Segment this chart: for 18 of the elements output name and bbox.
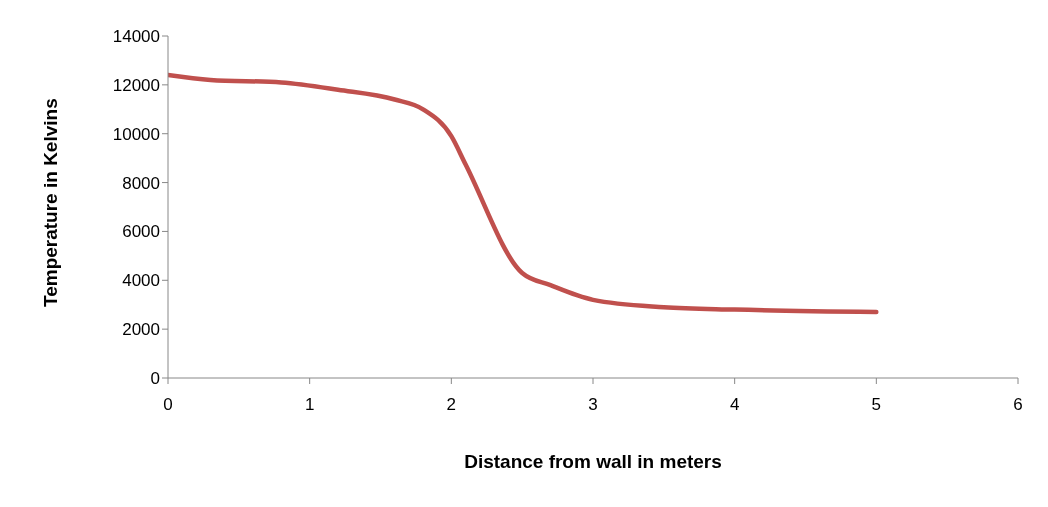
y-tick-label: 0 — [150, 369, 160, 389]
y-tick-label: 2000 — [122, 320, 160, 340]
x-tick-label: 0 — [163, 395, 173, 415]
x-tick-label: 2 — [446, 395, 457, 415]
x-tick-label: 1 — [304, 395, 315, 415]
y-tick-label: 12000 — [112, 75, 160, 95]
line-series — [168, 72, 879, 315]
y-tick-label: 8000 — [122, 173, 160, 193]
y-tick-label: 10000 — [112, 124, 160, 144]
y-axis-title: Temperature in Kelvins — [39, 98, 61, 307]
y-tick-label: 6000 — [122, 222, 160, 242]
x-tick-label: 4 — [729, 395, 740, 415]
y-tick-label: 14000 — [112, 27, 160, 47]
x-tick-label: 6 — [1013, 395, 1023, 415]
x-tick-label: 3 — [588, 395, 598, 415]
y-tick-label: 4000 — [122, 271, 160, 291]
x-tick-label: 5 — [871, 395, 882, 415]
x-axis-title: Distance from wall in meters — [464, 451, 722, 472]
